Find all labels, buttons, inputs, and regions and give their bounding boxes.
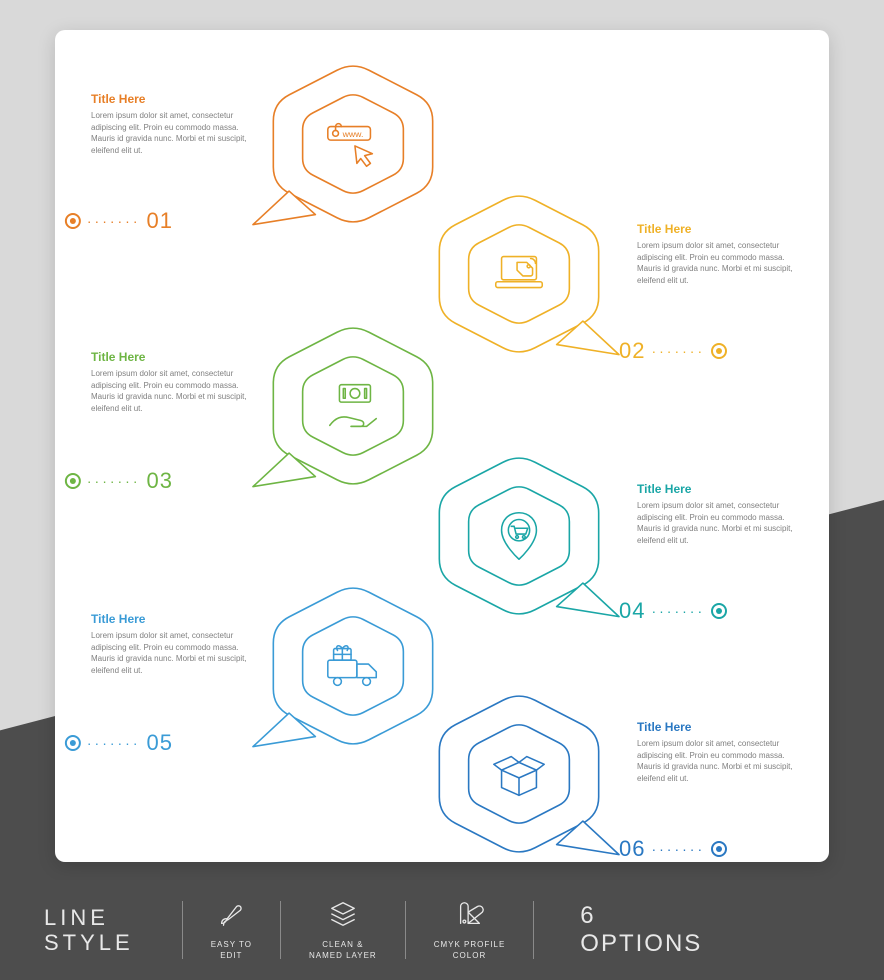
step-5-title: Title Here	[91, 612, 261, 626]
footer-features: EASY TO EDIT CLEAN & NAMED LAYER CMYK PR…	[203, 899, 555, 961]
rail-dots: ·······	[651, 841, 705, 857]
step-6-body: Lorem ipsum dolor sit amet, consectetur …	[637, 738, 807, 784]
swatch-icon	[455, 899, 485, 934]
step-3-number-rail: ······· 03	[65, 468, 173, 494]
footer-separator	[182, 901, 183, 959]
step-6-hexagon	[425, 690, 613, 858]
step-3-number: 03	[147, 468, 173, 494]
step-6-number-rail: 06 ·······	[619, 836, 727, 862]
rail-ring-icon	[65, 473, 81, 489]
step-4-number: 04	[619, 598, 645, 624]
step-6-text: Title Here Lorem ipsum dolor sit amet, c…	[637, 720, 807, 784]
step-5-number: 05	[147, 730, 173, 756]
step-5-number-rail: ······· 05	[65, 730, 173, 756]
brush-icon	[216, 899, 246, 934]
step-3-hexagon	[259, 322, 447, 490]
step-5-body: Lorem ipsum dolor sit amet, consectetur …	[91, 630, 261, 676]
footer-feature-layers: CLEAN & NAMED LAYER	[301, 899, 385, 961]
footer-feature-swatch: CMYK PROFILE COLOR	[426, 899, 514, 961]
rail-ring-icon	[65, 735, 81, 751]
step-5-text: Title Here Lorem ipsum dolor sit amet, c…	[91, 612, 261, 676]
step-1-title: Title Here	[91, 92, 261, 106]
step-2-number-rail: 02 ·······	[619, 338, 727, 364]
step-4-pin-cart-icon	[488, 505, 550, 567]
infographic-card: www. Title Here Lorem ipsum dolor sit am…	[55, 30, 829, 862]
step-3-title: Title Here	[91, 350, 261, 364]
step-4-body: Lorem ipsum dolor sit amet, consectetur …	[637, 500, 807, 546]
rail-ring-icon	[65, 213, 81, 229]
rail-dots: ·······	[651, 603, 705, 619]
layers-icon	[328, 899, 358, 934]
step-6-number: 06	[619, 836, 645, 862]
footer-feature-label: EASY TO EDIT	[211, 940, 252, 961]
rail-dots: ·······	[87, 473, 141, 489]
step-2-title: Title Here	[637, 222, 807, 236]
infographic-stage: www. Title Here Lorem ipsum dolor sit am…	[55, 30, 829, 862]
rail-ring-icon	[711, 603, 727, 619]
step-3-text: Title Here Lorem ipsum dolor sit amet, c…	[91, 350, 261, 414]
step-1-www-cursor-icon: www.	[322, 113, 384, 175]
step-1-number-rail: ······· 01	[65, 208, 173, 234]
step-2-body: Lorem ipsum dolor sit amet, consectetur …	[637, 240, 807, 286]
footer-separator	[280, 901, 281, 959]
step-2-laptop-tag-icon	[488, 243, 550, 305]
step-6-open-box-icon	[488, 743, 550, 805]
step-1-number: 01	[147, 208, 173, 234]
rail-dots: ·······	[87, 735, 141, 751]
step-2-hexagon	[425, 190, 613, 358]
rail-ring-icon	[711, 841, 727, 857]
step-1-body: Lorem ipsum dolor sit amet, consectetur …	[91, 110, 261, 156]
step-3-money-hand-icon	[322, 375, 384, 437]
step-4-number-rail: 04 ·······	[619, 598, 727, 624]
footer-bar: LINE STYLE EASY TO EDIT CLEAN & NAMED LA…	[0, 880, 884, 980]
footer-feature-label: CMYK PROFILE COLOR	[434, 940, 506, 961]
step-6-title: Title Here	[637, 720, 807, 734]
step-5-truck-gift-icon	[322, 635, 384, 697]
step-3-body: Lorem ipsum dolor sit amet, consectetur …	[91, 368, 261, 414]
step-5-hexagon	[259, 582, 447, 750]
step-2-number: 02	[619, 338, 645, 364]
rail-ring-icon	[711, 343, 727, 359]
footer-separator	[533, 901, 534, 959]
step-4-title: Title Here	[637, 482, 807, 496]
step-4-text: Title Here Lorem ipsum dolor sit amet, c…	[637, 482, 807, 546]
footer-count: 6 OPTIONS	[554, 902, 702, 957]
step-1-text: Title Here Lorem ipsum dolor sit amet, c…	[91, 92, 261, 156]
rail-dots: ·······	[87, 213, 141, 229]
svg-text:www.: www.	[342, 129, 364, 139]
step-1-hexagon: www.	[259, 60, 447, 228]
step-2-text: Title Here Lorem ipsum dolor sit amet, c…	[637, 222, 807, 286]
step-4-hexagon	[425, 452, 613, 620]
footer-feature-label: CLEAN & NAMED LAYER	[309, 940, 377, 961]
footer-feature-brush: EASY TO EDIT	[203, 899, 260, 961]
footer-separator	[405, 901, 406, 959]
footer-brand: LINE STYLE	[44, 905, 162, 956]
rail-dots: ·······	[651, 343, 705, 359]
